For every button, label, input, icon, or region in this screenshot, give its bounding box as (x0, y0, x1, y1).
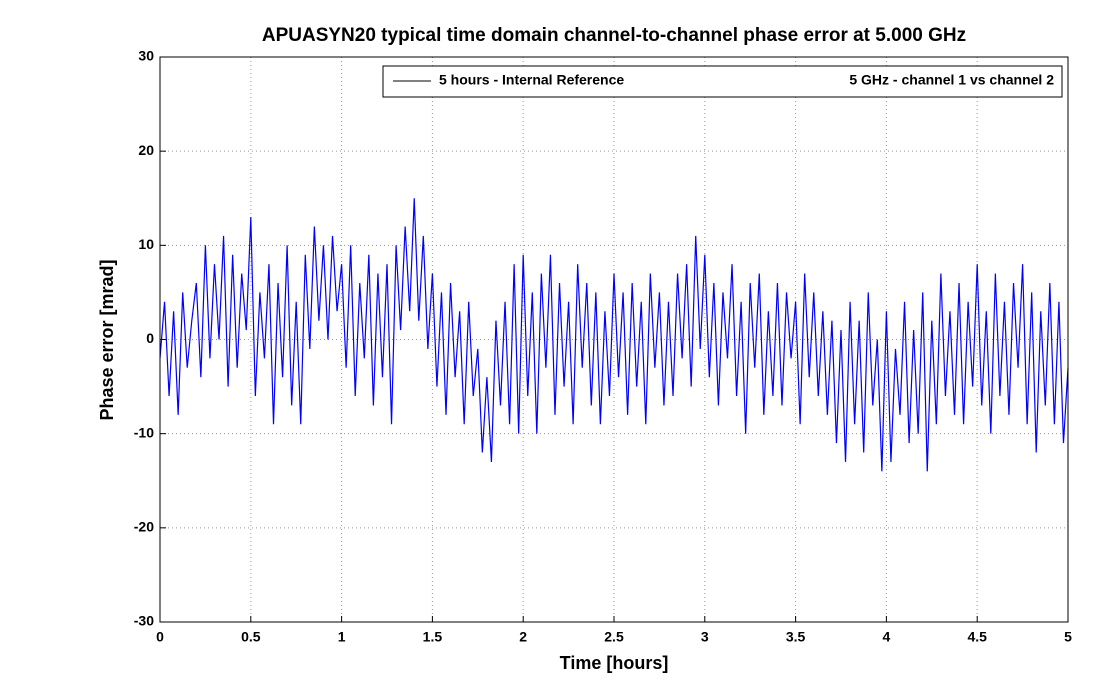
x-tick-label: 0.5 (241, 629, 261, 645)
x-tick-label: 3 (701, 629, 709, 645)
y-axis-label: Phase error [mrad] (97, 259, 117, 420)
x-tick-label: 4.5 (967, 629, 987, 645)
x-tick-label: 0 (156, 629, 164, 645)
y-tick-label: 30 (138, 48, 154, 64)
x-tick-label: 5 (1064, 629, 1072, 645)
x-axis-label: Time [hours] (560, 653, 669, 673)
x-tick-label: 2 (519, 629, 527, 645)
plot-frame (159, 56, 1069, 623)
x-tick-label: 4 (883, 629, 891, 645)
legend-note: 5 GHz - channel 1 vs channel 2 (849, 72, 1054, 88)
y-tick-label: 20 (138, 142, 154, 158)
x-tick-label: 1.5 (423, 629, 443, 645)
legend-box (382, 65, 1063, 98)
y-tick-label: -30 (134, 613, 154, 629)
y-tick-label: 0 (146, 330, 154, 346)
x-tick-label: 1 (338, 629, 346, 645)
x-tick-label: 3.5 (786, 629, 806, 645)
y-tick-label: -10 (134, 424, 154, 440)
x-tick-label: 2.5 (604, 629, 624, 645)
y-tick-label: 10 (138, 236, 154, 252)
data-line (159, 198, 1069, 472)
chart-title: APUASYN20 typical time domain channel-to… (262, 25, 966, 46)
legend-label: 5 hours - Internal Reference (439, 72, 624, 88)
y-tick-label: -20 (134, 519, 154, 535)
